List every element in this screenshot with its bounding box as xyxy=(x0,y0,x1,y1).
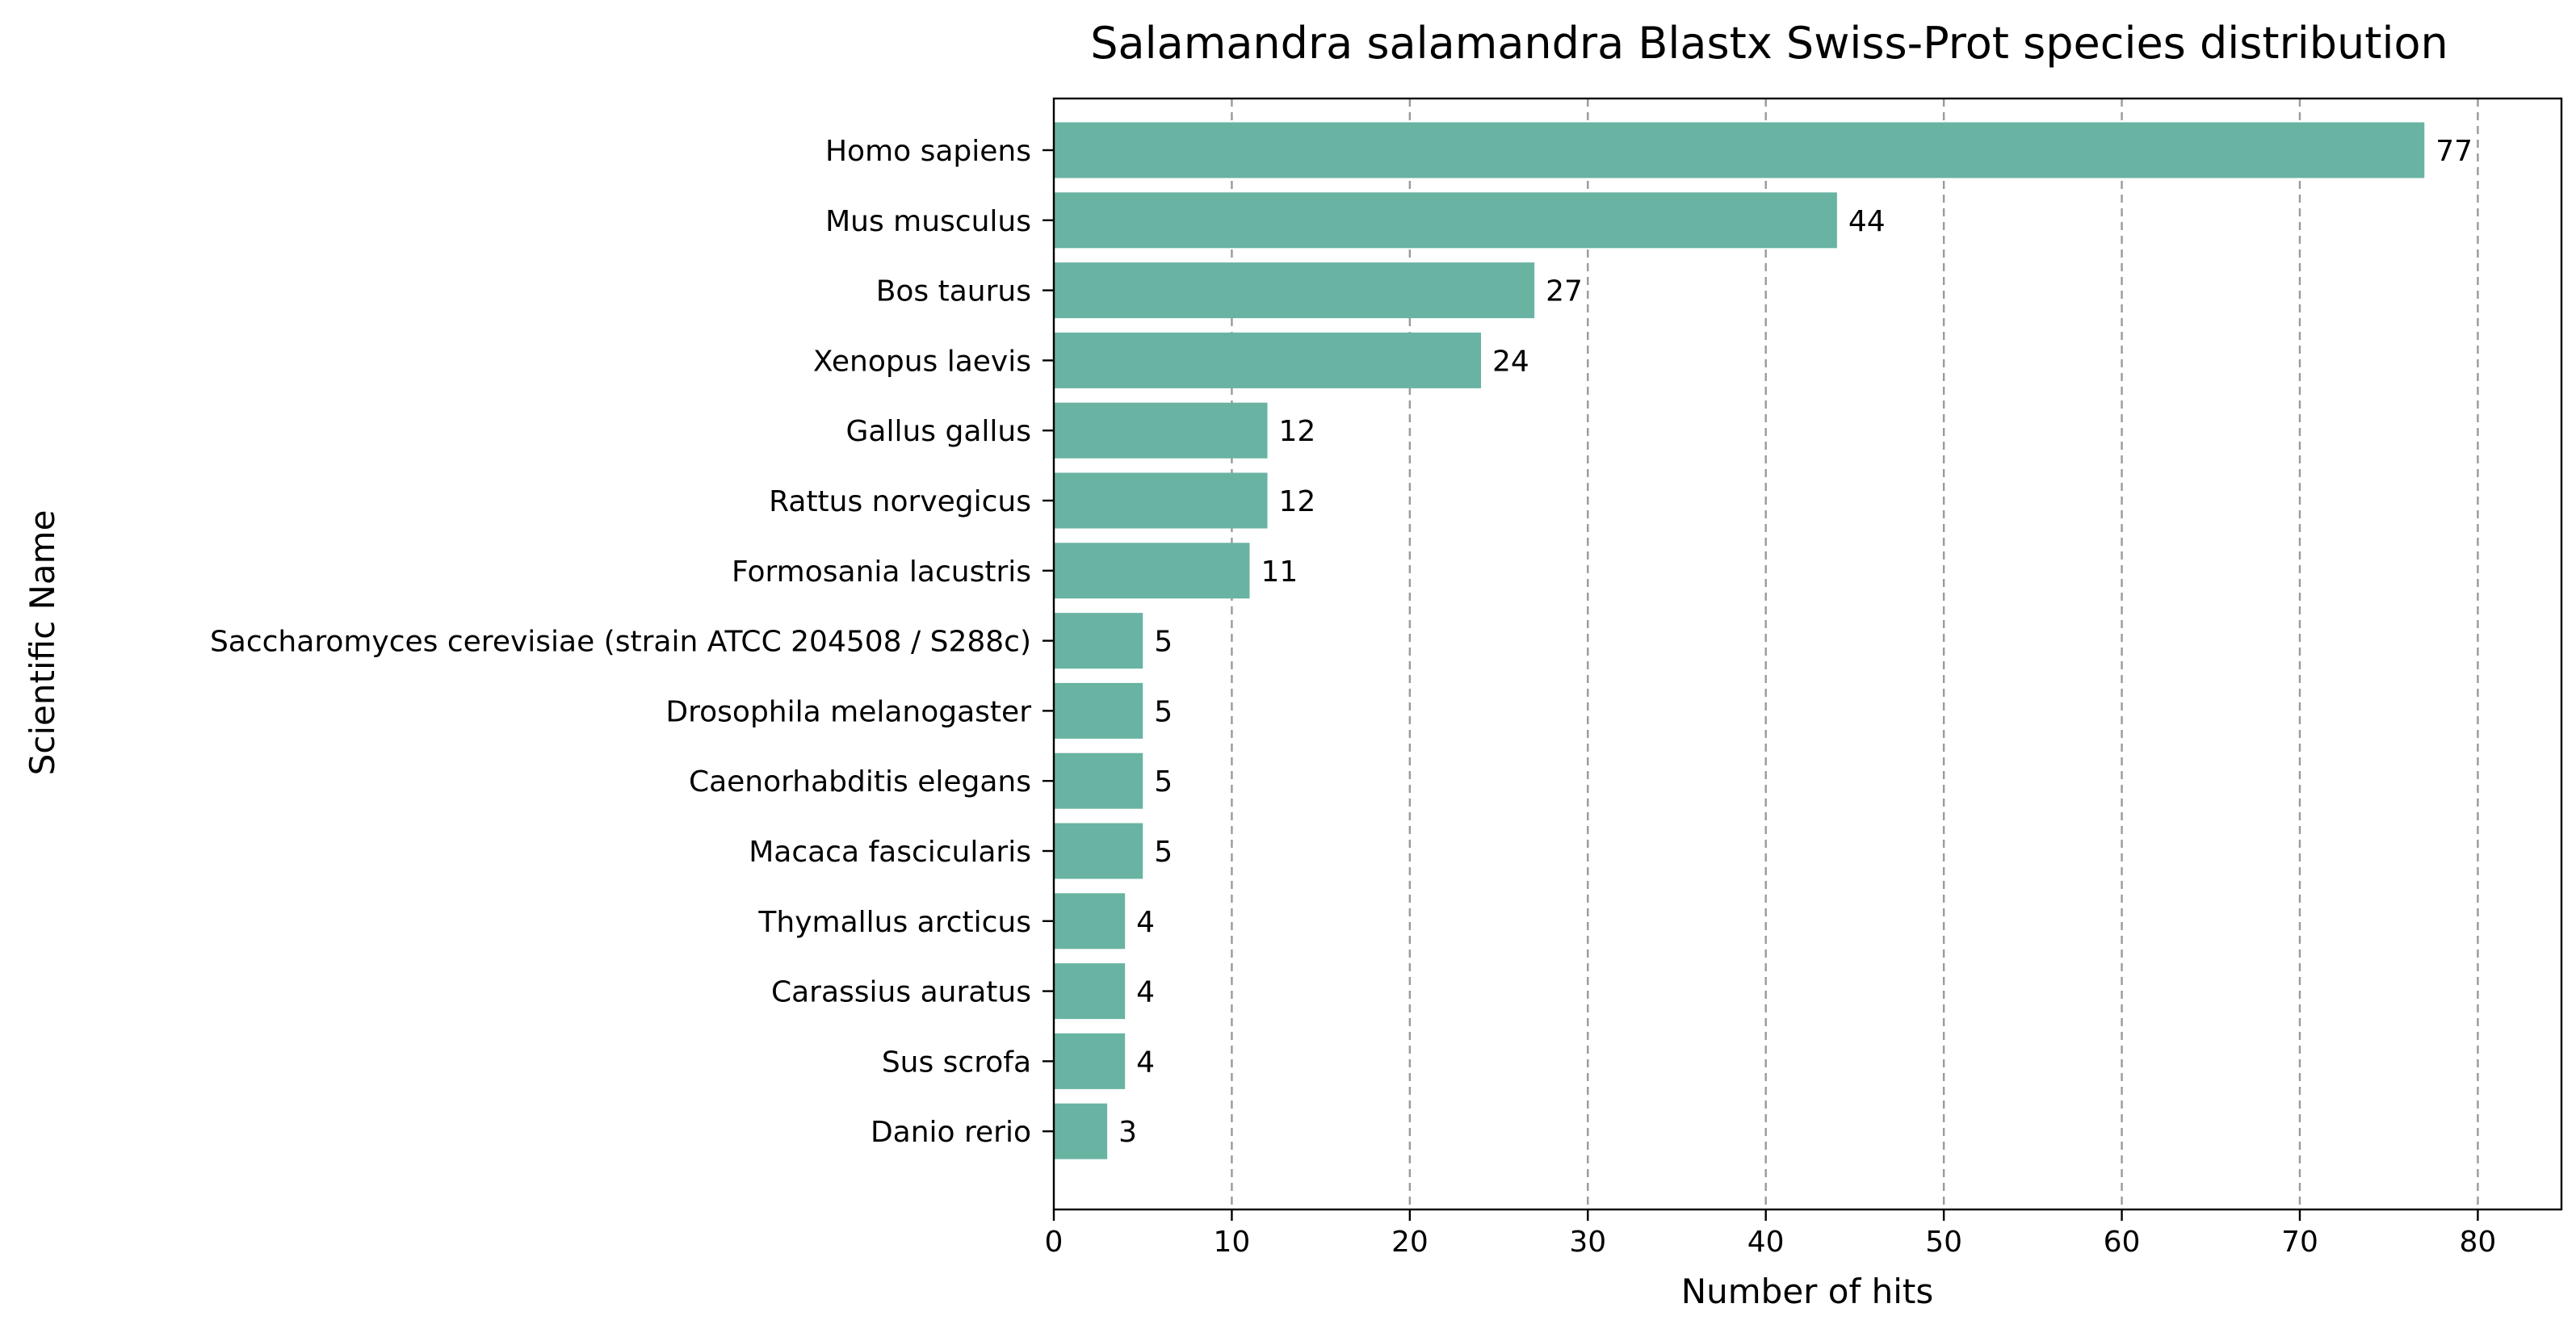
bar-value-label: 5 xyxy=(1154,695,1173,728)
bar xyxy=(1054,472,1268,529)
x-tick-label: 70 xyxy=(2281,1226,2318,1259)
bar xyxy=(1054,262,1535,319)
y-tick-label: Mus musculus xyxy=(825,205,1031,238)
x-tick-label: 40 xyxy=(1747,1226,1785,1259)
y-tick-label: Xenopus laevis xyxy=(813,345,1031,378)
bar-value-label: 5 xyxy=(1154,836,1173,869)
bar xyxy=(1054,823,1143,879)
y-axis-ticks: Homo sapiens Mus musculus Bos taurus Xenopu… xyxy=(210,135,1054,1149)
bar xyxy=(1054,1033,1126,1089)
x-axis-label: Number of hits xyxy=(1681,1272,1934,1311)
bar xyxy=(1054,613,1143,669)
bar xyxy=(1054,192,1837,249)
bar xyxy=(1054,332,1482,388)
x-tick-label: 10 xyxy=(1214,1226,1251,1259)
x-tick-label: 60 xyxy=(2104,1226,2141,1259)
bar-value-label: 12 xyxy=(1279,485,1316,518)
y-tick-label: Homo sapiens xyxy=(825,135,1031,168)
y-tick-label: Drosophila melanogaster xyxy=(665,695,1031,728)
plot-frame xyxy=(1052,97,2563,1211)
bar-value-label: 44 xyxy=(1848,205,1886,238)
x-tick-label: 30 xyxy=(1569,1226,1606,1259)
bar xyxy=(1054,1103,1108,1159)
bar-value-label: 5 xyxy=(1154,626,1173,659)
x-tick-label: 50 xyxy=(1925,1226,1962,1259)
bar xyxy=(1054,893,1126,949)
y-tick-label: Rattus norvegicus xyxy=(769,485,1031,518)
bar-value-label: 4 xyxy=(1136,906,1155,939)
bar xyxy=(1054,543,1250,599)
bar-value-label: 27 xyxy=(1546,275,1583,308)
y-tick-label: Saccharomyces cerevisiae (strain ATCC 20… xyxy=(210,626,1031,659)
y-tick-label: Thymallus arcticus xyxy=(757,906,1031,939)
y-axis-label: Scientific Name xyxy=(23,510,62,776)
x-tick-label: 0 xyxy=(1045,1226,1064,1259)
y-tick-label: Bos taurus xyxy=(876,275,1031,308)
y-tick-label: Sus scrofa xyxy=(882,1046,1031,1079)
x-axis-ticks: 0 10 20 30 40 50 60 70 80 xyxy=(1045,1209,2496,1259)
bar-value-label: 4 xyxy=(1136,1046,1155,1079)
y-tick-label: Caenorhabditis elegans xyxy=(689,765,1031,799)
bar-value-label: 24 xyxy=(1492,345,1529,378)
chart-title: Salamandra salamandra Blastx Swiss-Prot … xyxy=(1090,18,2448,69)
bar xyxy=(1054,682,1143,739)
bar-value-label: 5 xyxy=(1154,765,1173,799)
y-tick-label: Carassius auratus xyxy=(771,976,1031,1009)
y-tick-label: Formosania lacustris xyxy=(732,555,1031,589)
y-tick-label: Macaca fascicularis xyxy=(749,836,1031,869)
bars xyxy=(1054,122,2425,1159)
bar xyxy=(1054,402,1268,459)
bar-value-label: 4 xyxy=(1136,976,1155,1009)
bar-value-label: 11 xyxy=(1261,555,1298,589)
bar xyxy=(1054,122,2425,178)
y-tick-label: Danio rerio xyxy=(871,1116,1031,1149)
y-tick-label: Gallus gallus xyxy=(846,415,1031,448)
bar-value-label: 77 xyxy=(2435,135,2473,168)
bar xyxy=(1054,752,1143,809)
bar xyxy=(1054,963,1126,1020)
bar-value-label: 3 xyxy=(1118,1116,1137,1149)
x-tick-label: 80 xyxy=(2459,1226,2496,1259)
x-tick-label: 20 xyxy=(1391,1226,1429,1259)
bar-value-label: 12 xyxy=(1279,415,1316,448)
